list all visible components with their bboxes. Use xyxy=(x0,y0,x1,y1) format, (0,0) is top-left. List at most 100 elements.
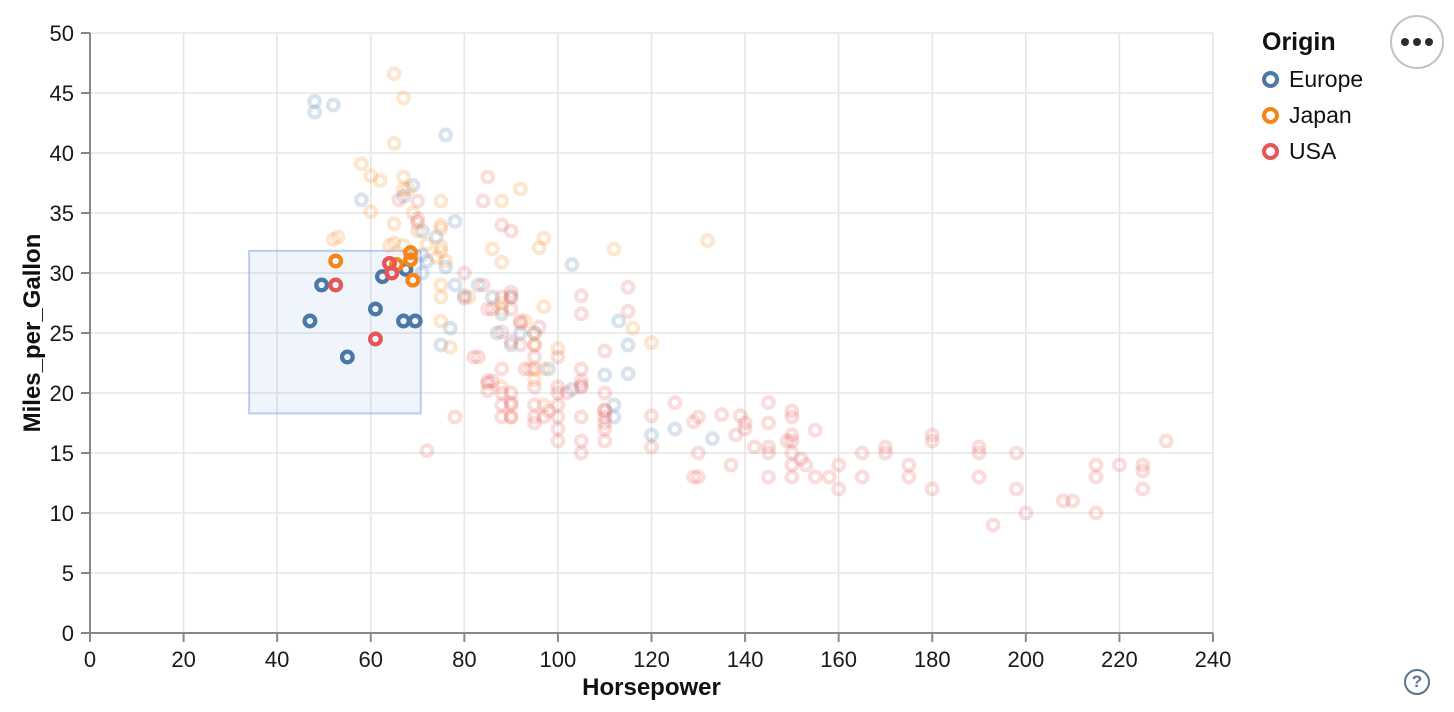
data-point-europe-unselected xyxy=(428,229,444,245)
data-point-usa-unselected xyxy=(728,427,744,443)
data-point-europe-unselected xyxy=(611,313,627,329)
data-point-usa-unselected xyxy=(550,433,566,449)
data-point-usa-unselected xyxy=(480,301,496,317)
data-point-europe-unselected xyxy=(494,306,510,322)
data-point-japan-unselected xyxy=(494,254,510,270)
data-point-usa-unselected xyxy=(620,279,636,295)
data-point-usa-unselected xyxy=(690,469,706,485)
data-point-japan-unselected xyxy=(428,249,444,265)
data-point-europe-unselected xyxy=(503,337,519,353)
data-point-japan-unselected xyxy=(513,181,528,197)
data-point-japan-unselected xyxy=(517,313,533,329)
data-point-usa-unselected xyxy=(761,469,776,485)
data-point-usa-unselected xyxy=(503,284,519,300)
data-point-usa-unselected xyxy=(494,361,510,377)
data-point-usa-unselected xyxy=(527,409,542,425)
data-point-usa-selected xyxy=(367,331,383,347)
data-point-usa-unselected xyxy=(732,408,748,424)
data-point-japan-unselected xyxy=(396,169,411,185)
data-point-japan-unselected xyxy=(494,193,510,209)
data-point-usa-unselected xyxy=(480,383,496,399)
data-point-usa-unselected xyxy=(901,469,917,485)
y-tick-label: 45 xyxy=(50,81,74,106)
data-point-japan-unselected xyxy=(363,204,379,220)
data-point-usa-unselected xyxy=(737,415,753,431)
data-point-japan-unselected xyxy=(438,253,454,269)
help-button[interactable]: ? xyxy=(1404,669,1430,695)
actions-menu-button[interactable] xyxy=(1390,15,1444,69)
data-point-usa-unselected xyxy=(1018,505,1034,521)
data-point-usa-unselected xyxy=(541,403,557,419)
data-point-japan-unselected xyxy=(503,409,519,425)
data-point-japan-unselected xyxy=(536,230,552,246)
data-point-usa-unselected xyxy=(503,301,519,317)
y-axis-title: Miles_per_Gallon xyxy=(19,234,46,433)
data-point-japan-unselected xyxy=(494,301,510,317)
data-point-usa-unselected xyxy=(527,349,542,365)
data-point-usa-unselected xyxy=(494,409,510,425)
data-point-usa-unselected xyxy=(456,265,472,281)
y-tick-label: 15 xyxy=(50,441,74,466)
data-point-usa-unselected xyxy=(1135,481,1151,497)
data-point-usa-unselected xyxy=(550,385,566,401)
data-point-usa-unselected xyxy=(667,395,683,411)
data-point-europe-unselected xyxy=(414,223,430,239)
x-tick-label: 240 xyxy=(1195,647,1232,672)
data-point-usa-unselected xyxy=(536,409,552,425)
data-point-japan-unselected xyxy=(536,397,552,413)
data-point-usa-unselected xyxy=(1065,493,1081,509)
data-point-usa-unselected xyxy=(644,408,659,424)
data-point-usa-unselected xyxy=(410,211,425,227)
data-point-usa-unselected xyxy=(971,445,987,461)
data-point-usa-unselected xyxy=(985,517,1001,533)
y-tick-label: 0 xyxy=(62,621,74,646)
data-point-usa-unselected xyxy=(550,409,566,425)
data-point-usa-unselected xyxy=(550,421,566,437)
data-point-usa-unselected xyxy=(597,433,613,449)
x-tick-label: 100 xyxy=(540,647,577,672)
data-point-usa-unselected xyxy=(475,193,491,209)
data-point-japan-unselected xyxy=(386,66,402,82)
data-point-japan-unselected xyxy=(396,90,411,106)
data-point-japan-unselected xyxy=(494,295,510,311)
data-point-usa-unselected xyxy=(503,395,519,411)
data-point-europe-unselected xyxy=(325,97,341,113)
legend-entry-usa: USA xyxy=(1262,138,1432,165)
x-tick-label: 40 xyxy=(265,647,289,672)
x-tick-label: 160 xyxy=(820,647,857,672)
data-point-usa-unselected xyxy=(784,409,800,425)
data-point-japan-unselected xyxy=(700,233,716,249)
data-point-europe-unselected xyxy=(704,431,720,447)
data-point-usa-unselected xyxy=(597,402,613,418)
data-point-usa-unselected xyxy=(573,445,589,461)
data-point-usa-unselected xyxy=(784,457,800,473)
data-point-europe-unselected xyxy=(564,381,580,397)
x-tick-label: 60 xyxy=(359,647,383,672)
data-point-japan-selected xyxy=(403,245,418,261)
data-point-europe-unselected xyxy=(405,177,421,193)
data-point-usa-unselected xyxy=(1009,481,1024,497)
data-point-usa-unselected xyxy=(784,469,800,485)
x-tick-label: 140 xyxy=(727,647,764,672)
y-tick-label: 50 xyxy=(50,21,74,46)
data-point-europe-unselected xyxy=(433,337,449,353)
data-point-usa-unselected xyxy=(503,289,519,305)
data-point-usa-unselected xyxy=(513,313,528,329)
ellipsis-icon xyxy=(1401,38,1433,46)
data-point-japan-unselected xyxy=(494,379,510,395)
data-point-usa-unselected xyxy=(878,439,893,455)
data-point-usa-unselected xyxy=(503,397,519,413)
data-point-usa-unselected xyxy=(1111,457,1127,473)
data-point-usa-unselected xyxy=(924,433,940,449)
data-point-usa-unselected xyxy=(761,415,776,431)
data-point-usa-unselected xyxy=(513,315,528,331)
data-point-usa-unselected xyxy=(466,349,482,365)
data-point-europe-unselected xyxy=(396,188,411,204)
data-point-europe-unselected xyxy=(447,213,463,229)
data-point-usa-unselected xyxy=(793,451,809,467)
data-point-usa-unselected xyxy=(410,193,425,209)
x-tick-label: 180 xyxy=(914,647,951,672)
data-point-japan-unselected xyxy=(433,277,449,293)
data-point-japan-unselected xyxy=(484,241,500,257)
